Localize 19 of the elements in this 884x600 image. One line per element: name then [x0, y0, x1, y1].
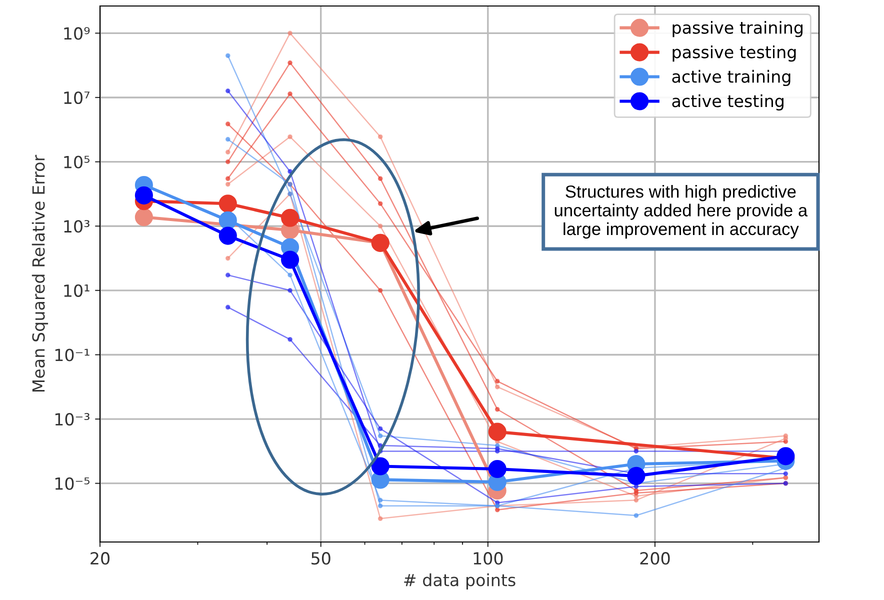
annotation: Structures with high predictive uncertainty added here provide a large improvement in accuracy — [554, 185, 808, 239]
y-axis-title: Mean Squared Relative Error — [32, 154, 48, 392]
legend-label: active testing — [672, 94, 784, 111]
x-tick-label: 50 — [312, 552, 330, 565]
y-tick-label: 10⁹ — [64, 27, 90, 40]
legend-label: active training — [672, 70, 790, 86]
x-tick-label: 20 — [90, 552, 110, 565]
x-axis-title: # data points — [404, 573, 516, 590]
x-tick-label: 200 — [640, 552, 670, 565]
legend-label: passive testing — [672, 45, 796, 62]
y-tick-label: 10⁻⁵ — [55, 477, 90, 490]
y-tick-label: 10¹ — [64, 284, 90, 297]
y-tick-label: 10⁷ — [64, 91, 90, 104]
y-tick-label: 10⁵ — [64, 156, 90, 168]
legend-label: passive training — [672, 21, 802, 38]
x-tick-label: 100 — [474, 552, 503, 565]
y-tick-label: 10⁻³ — [55, 413, 90, 426]
y-tick-label: 10⁻¹ — [55, 348, 90, 362]
y-tick-label: 10³ — [64, 220, 90, 233]
